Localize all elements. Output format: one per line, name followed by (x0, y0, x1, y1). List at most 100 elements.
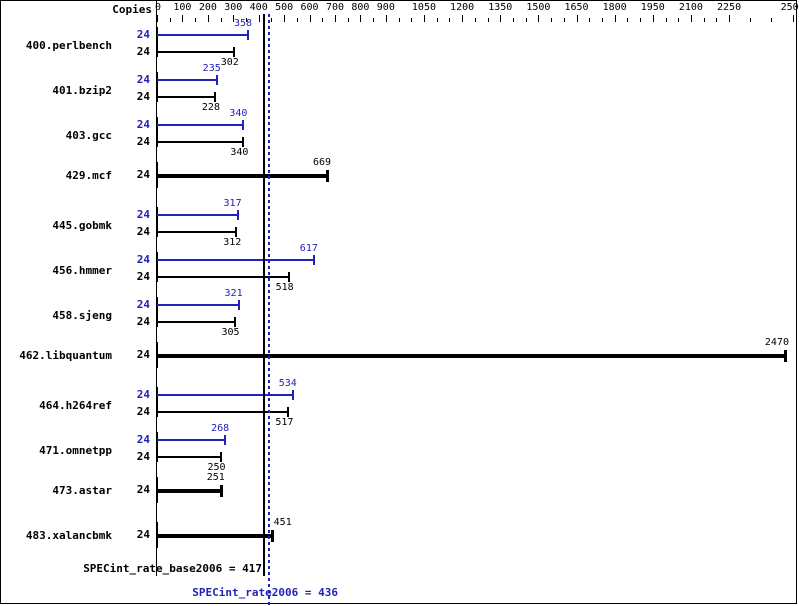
benchmark-label: 471.omnetpp (39, 444, 112, 457)
x-tick-major-600 (310, 15, 311, 22)
copies-base: 24 (136, 405, 150, 418)
x-tick-minor (399, 18, 400, 22)
x-tick-minor (195, 18, 196, 22)
bar-base-cap (287, 272, 290, 282)
x-tick-major-2250 (729, 15, 730, 22)
benchmark-label: 464.h264ref (39, 399, 112, 412)
bar-base-cap (270, 530, 274, 542)
bar-peak (157, 439, 226, 441)
axis-vertical-line (156, 0, 157, 576)
x-tick-minor (437, 18, 438, 22)
copies-base: 24 (136, 315, 150, 328)
bar-base (157, 141, 244, 143)
x-tick-label-700: 700 (325, 2, 344, 13)
row-origin-tick (157, 297, 158, 327)
x-tick-label-1350: 1350 (488, 2, 513, 13)
copies-peak: 24 (136, 298, 150, 311)
bar-base-cap (287, 407, 290, 417)
x-tick-minor (589, 18, 590, 22)
x-tick-label-1800: 1800 (602, 2, 627, 13)
bar-peak (157, 304, 239, 306)
bar-base (157, 96, 215, 98)
bar-peak-cap (247, 30, 250, 40)
value-label-base: 669 (313, 157, 332, 168)
reference-line-base (263, 14, 265, 576)
bar-peak (157, 394, 293, 396)
x-tick-major-900 (386, 15, 387, 22)
value-label-peak: 358 (233, 18, 253, 29)
x-tick-minor (348, 18, 349, 22)
bar-base-cap (242, 137, 245, 147)
row-origin-tick (157, 432, 158, 462)
value-label-base: 340 (230, 147, 249, 158)
bar-peak (157, 259, 314, 261)
copies-base: 24 (136, 168, 150, 181)
x-tick-minor (750, 18, 751, 22)
benchmark-label: 483.xalancbmk (25, 529, 112, 542)
x-tick-minor (449, 18, 450, 22)
x-tick-major-1950 (653, 15, 654, 22)
x-tick-label-500: 500 (275, 2, 294, 13)
bar-peak (157, 34, 249, 36)
summary-base-label: SPECint_rate_base2006 = 417 (83, 562, 262, 575)
bar-peak-cap (242, 120, 245, 130)
x-tick-label-2500: 2500 (780, 2, 799, 13)
row-origin-tick (157, 117, 158, 147)
value-label-peak: 617 (299, 243, 318, 254)
x-tick-label-200: 200 (198, 2, 217, 13)
row-origin-tick (157, 387, 158, 417)
bar-base (157, 51, 234, 53)
benchmark-label: 445.gobmk (52, 219, 112, 232)
x-tick-minor (411, 18, 412, 22)
x-tick-minor (771, 18, 772, 22)
x-tick-label-300: 300 (224, 2, 243, 13)
x-tick-major-800 (360, 15, 361, 22)
x-tick-minor (526, 18, 527, 22)
x-tick-major-1800 (615, 15, 616, 22)
x-tick-minor (551, 18, 552, 22)
bar-peak-cap (236, 210, 239, 220)
value-label-peak: 534 (278, 378, 297, 389)
x-tick-major-700 (335, 15, 336, 22)
x-tick-major-2100 (691, 15, 692, 22)
x-tick-minor (475, 18, 476, 22)
value-label-peak: 317 (223, 198, 242, 209)
x-tick-label-2250: 2250 (717, 2, 742, 13)
copies-base: 24 (136, 483, 150, 496)
bar-peak (157, 124, 244, 126)
bar-base (157, 456, 221, 458)
value-label-peak: 321 (224, 288, 243, 299)
value-label-base: 517 (275, 417, 294, 428)
copies-base: 24 (136, 135, 150, 148)
reference-line-peak (268, 14, 270, 606)
x-tick-major-1650 (577, 15, 578, 22)
bar-base-cap (219, 452, 222, 462)
bar-base (157, 174, 328, 178)
benchmark-label: 462.libquantum (19, 349, 112, 362)
x-tick-minor (640, 18, 641, 22)
bar-base-cap (235, 227, 238, 237)
x-tick-label-400: 400 (249, 2, 268, 13)
value-label-peak: 235 (202, 63, 221, 74)
x-tick-label-100: 100 (173, 2, 192, 13)
x-axis-tick-labels: 0 100 200 300 400 500 600 700 800 900 1050 1200 1350… (0, 2, 799, 14)
bar-peak-cap (224, 435, 227, 445)
row-origin-tick (157, 72, 158, 102)
x-tick-label-900: 900 (376, 2, 395, 13)
value-label-base: 2470 (764, 337, 789, 348)
x-tick-minor (221, 18, 222, 22)
x-tick-major-400 (259, 15, 260, 22)
x-tick-minor (297, 18, 298, 22)
value-label-base: 228 (201, 102, 220, 113)
x-tick-major-1350 (500, 15, 501, 22)
value-label-base: 302 (220, 57, 239, 68)
copies-base: 24 (136, 225, 150, 238)
x-tick-minor (322, 18, 323, 22)
x-tick-minor (513, 18, 514, 22)
x-tick-major-200 (208, 15, 209, 22)
x-tick-minor (678, 18, 679, 22)
value-label-base: 518 (275, 282, 294, 293)
bar-base (157, 411, 289, 413)
copies-base: 24 (136, 348, 150, 361)
x-tick-minor (704, 18, 705, 22)
